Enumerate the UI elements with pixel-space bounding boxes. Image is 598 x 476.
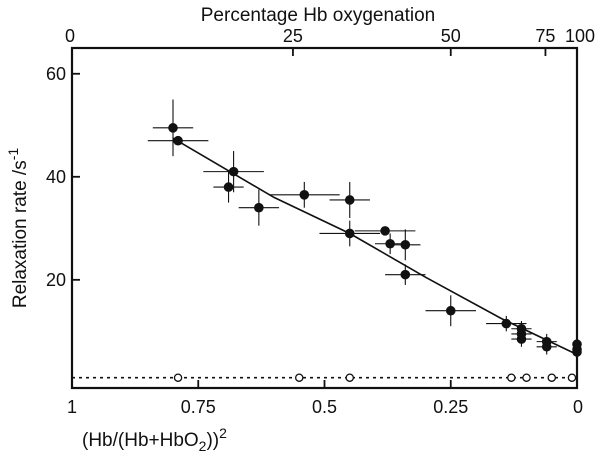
- x-tick-label: 0.75: [181, 397, 216, 417]
- filled-data-point: [400, 239, 411, 250]
- x-axis-title: (Hb/(Hb+HbO2))2: [82, 425, 227, 454]
- filled-data-point: [168, 123, 178, 133]
- top-tick-label: 0: [65, 26, 75, 46]
- filled-data-point: [385, 238, 395, 249]
- y-tick-label: 20: [46, 270, 66, 290]
- y-tick-label: 40: [46, 167, 66, 187]
- x-tick-label: 1: [67, 397, 77, 417]
- error-bars: [147, 99, 557, 355]
- tick-marks: [71, 48, 578, 388]
- filled-data-point: [501, 318, 512, 329]
- open-data-point: [173, 373, 183, 382]
- filled-data-point: [516, 334, 527, 344]
- filled-data-point: [173, 135, 183, 146]
- open-data-point: [507, 373, 516, 382]
- filled-data-point: [344, 195, 355, 205]
- open-data-point: [345, 373, 354, 382]
- filled-data-point: [380, 226, 390, 236]
- top-tick-label: 75: [535, 26, 555, 46]
- filled-data-point: [344, 228, 355, 239]
- data-points: [168, 123, 582, 382]
- y-tick-label: 60: [46, 64, 66, 84]
- filled-data-point: [572, 347, 582, 357]
- open-data-point: [547, 373, 557, 382]
- plot-frame: [70, 46, 579, 390]
- x-axis-title-sup: 2: [219, 425, 227, 441]
- top-tick-label: 100: [565, 26, 595, 46]
- y-axis-title-main: Relaxation rate /s: [10, 160, 31, 308]
- x-tick-label: 0.25: [433, 397, 468, 417]
- x-axis-title-end: )): [206, 430, 219, 451]
- x-tick-label: 0.5: [312, 397, 337, 417]
- fit-line: [172, 137, 578, 356]
- top-tick-label: 25: [283, 26, 303, 46]
- filled-data-point: [299, 190, 310, 200]
- filled-data-point: [400, 269, 411, 280]
- filled-data-point: [228, 166, 239, 177]
- filled-data-point: [223, 182, 234, 192]
- fit-lines: [72, 137, 578, 379]
- filled-data-point: [445, 305, 456, 316]
- x-axis-title-main: (Hb/(Hb+HbO: [82, 430, 199, 451]
- open-data-point: [567, 373, 577, 382]
- open-data-point: [294, 373, 304, 382]
- open-data-point: [522, 373, 531, 382]
- filled-data-point: [254, 202, 264, 213]
- x-tick-label: 0: [573, 397, 583, 417]
- x-axis-title-sub: 2: [199, 438, 207, 454]
- top-tick-label: 50: [441, 26, 461, 46]
- y-axis-title-sup: -1: [5, 148, 21, 161]
- top-axis-title: Percentage Hb oxygenation: [201, 5, 436, 26]
- tick-labels: 1 0.75 0.5 0.25 0 0 25 50 75 100 20 40 60: [46, 26, 595, 417]
- filled-data-point: [541, 341, 552, 352]
- y-axis-title: Relaxation rate /s-1: [5, 148, 31, 309]
